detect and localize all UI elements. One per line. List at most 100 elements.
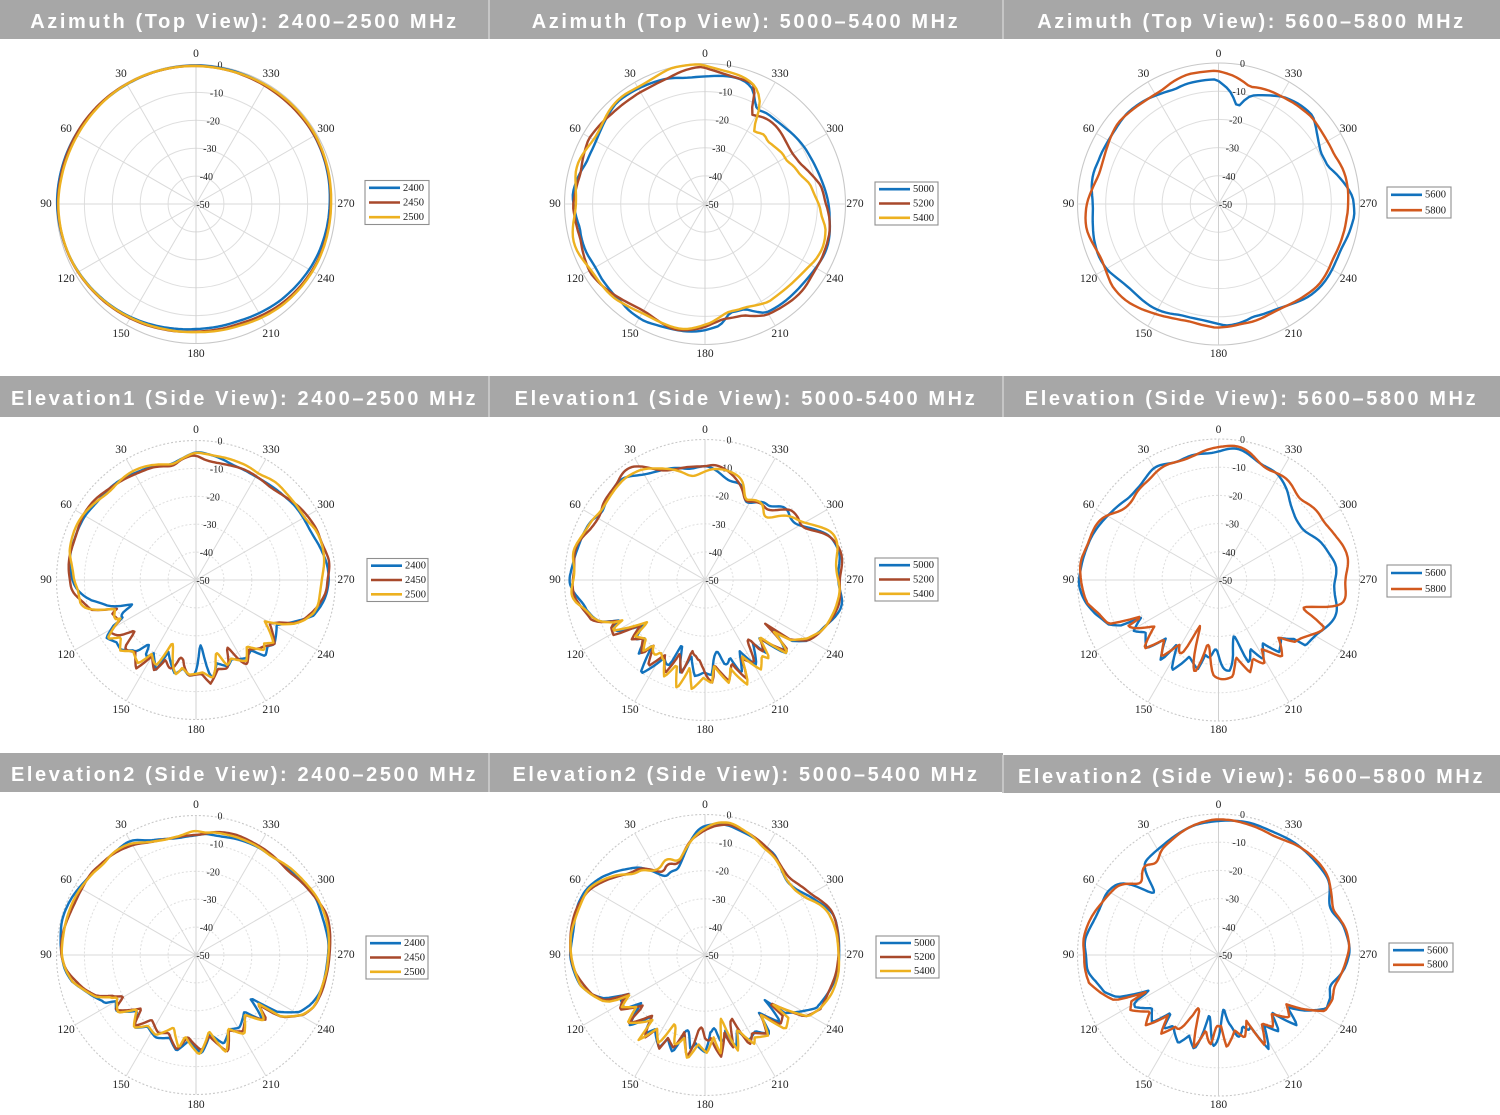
svg-text:300: 300 xyxy=(317,123,335,135)
svg-text:2400: 2400 xyxy=(403,183,424,194)
svg-text:60: 60 xyxy=(569,123,581,135)
svg-text:-40: -40 xyxy=(1222,923,1235,934)
svg-text:-10: -10 xyxy=(210,88,223,99)
svg-text:-50: -50 xyxy=(1219,951,1232,962)
svg-text:120: 120 xyxy=(566,1024,584,1036)
svg-text:5400: 5400 xyxy=(914,966,935,977)
svg-text:150: 150 xyxy=(621,704,639,716)
svg-text:-40: -40 xyxy=(200,923,213,934)
svg-text:150: 150 xyxy=(1135,328,1153,340)
svg-text:150: 150 xyxy=(621,328,639,340)
svg-text:120: 120 xyxy=(57,273,75,285)
svg-text:150: 150 xyxy=(112,1079,130,1091)
svg-text:330: 330 xyxy=(262,68,280,80)
svg-text:30: 30 xyxy=(1138,819,1150,831)
svg-text:5000: 5000 xyxy=(913,184,934,195)
svg-text:0: 0 xyxy=(218,61,223,72)
svg-text:120: 120 xyxy=(1080,273,1098,285)
svg-text:-10: -10 xyxy=(719,839,732,850)
svg-text:60: 60 xyxy=(1083,499,1095,511)
svg-text:210: 210 xyxy=(262,328,280,340)
svg-text:30: 30 xyxy=(1138,68,1150,80)
svg-text:90: 90 xyxy=(1063,949,1075,961)
svg-text:240: 240 xyxy=(1340,273,1358,285)
svg-text:210: 210 xyxy=(771,328,789,340)
svg-text:60: 60 xyxy=(1083,874,1095,886)
svg-text:30: 30 xyxy=(115,68,127,80)
svg-text:330: 330 xyxy=(262,444,280,456)
svg-text:-20: -20 xyxy=(716,867,729,878)
svg-text:-30: -30 xyxy=(1226,144,1239,155)
svg-text:-30: -30 xyxy=(712,895,725,906)
svg-text:120: 120 xyxy=(1080,649,1098,661)
svg-text:240: 240 xyxy=(826,649,844,661)
svg-text:5000: 5000 xyxy=(914,938,935,949)
svg-text:0: 0 xyxy=(727,811,732,822)
svg-text:60: 60 xyxy=(1083,123,1095,135)
svg-text:0: 0 xyxy=(218,812,223,823)
svg-text:-10: -10 xyxy=(1232,463,1245,474)
svg-text:0: 0 xyxy=(1240,435,1245,446)
svg-text:0: 0 xyxy=(1240,810,1245,821)
svg-text:330: 330 xyxy=(771,819,789,831)
svg-text:90: 90 xyxy=(1063,574,1075,586)
svg-text:-20: -20 xyxy=(207,116,220,127)
svg-text:-50: -50 xyxy=(196,576,209,587)
svg-text:5800: 5800 xyxy=(1427,960,1448,971)
svg-text:0: 0 xyxy=(702,799,708,811)
svg-text:-50: -50 xyxy=(1219,200,1232,211)
svg-text:5000: 5000 xyxy=(913,560,934,571)
svg-text:270: 270 xyxy=(846,198,864,210)
svg-text:240: 240 xyxy=(826,1024,844,1036)
svg-text:270: 270 xyxy=(337,574,355,586)
svg-text:240: 240 xyxy=(317,1024,335,1036)
svg-text:90: 90 xyxy=(40,949,52,961)
svg-text:180: 180 xyxy=(1210,1099,1228,1111)
svg-text:-30: -30 xyxy=(712,520,725,531)
svg-text:60: 60 xyxy=(60,874,72,886)
svg-text:-40: -40 xyxy=(200,548,213,559)
svg-text:-50: -50 xyxy=(1219,576,1232,587)
svg-text:270: 270 xyxy=(337,198,355,210)
svg-text:5800: 5800 xyxy=(1425,205,1446,216)
svg-text:5200: 5200 xyxy=(914,952,935,963)
svg-text:240: 240 xyxy=(1340,649,1358,661)
svg-text:-50: -50 xyxy=(196,200,209,211)
svg-text:30: 30 xyxy=(624,819,636,831)
svg-text:0: 0 xyxy=(193,424,199,436)
svg-text:-10: -10 xyxy=(719,88,732,99)
svg-text:330: 330 xyxy=(262,819,280,831)
svg-text:-20: -20 xyxy=(1229,115,1242,126)
svg-text:300: 300 xyxy=(1340,499,1358,511)
svg-text:180: 180 xyxy=(187,724,205,736)
svg-text:2450: 2450 xyxy=(405,575,426,586)
svg-text:0: 0 xyxy=(1240,59,1245,70)
svg-text:300: 300 xyxy=(826,499,844,511)
svg-text:210: 210 xyxy=(771,1079,789,1091)
svg-text:-40: -40 xyxy=(200,172,213,183)
svg-text:150: 150 xyxy=(112,328,130,340)
svg-text:90: 90 xyxy=(1063,198,1075,210)
svg-text:5200: 5200 xyxy=(913,575,934,586)
svg-text:2400: 2400 xyxy=(405,561,426,572)
svg-text:-50: -50 xyxy=(705,951,718,962)
svg-text:240: 240 xyxy=(826,273,844,285)
svg-text:-10: -10 xyxy=(210,464,223,475)
svg-text:-20: -20 xyxy=(716,116,729,127)
svg-text:270: 270 xyxy=(337,949,355,961)
svg-text:240: 240 xyxy=(317,649,335,661)
svg-text:120: 120 xyxy=(566,649,584,661)
svg-text:0: 0 xyxy=(1216,48,1222,60)
svg-text:180: 180 xyxy=(187,1099,205,1111)
svg-text:-20: -20 xyxy=(1229,866,1242,877)
svg-text:120: 120 xyxy=(1080,1024,1098,1036)
svg-text:-40: -40 xyxy=(1222,172,1235,183)
svg-text:60: 60 xyxy=(569,874,581,886)
svg-text:90: 90 xyxy=(549,949,561,961)
svg-text:270: 270 xyxy=(846,574,864,586)
svg-text:0: 0 xyxy=(193,48,199,60)
svg-text:210: 210 xyxy=(262,1079,280,1091)
svg-text:330: 330 xyxy=(1285,444,1303,456)
svg-text:180: 180 xyxy=(1210,348,1228,360)
svg-text:120: 120 xyxy=(57,649,75,661)
